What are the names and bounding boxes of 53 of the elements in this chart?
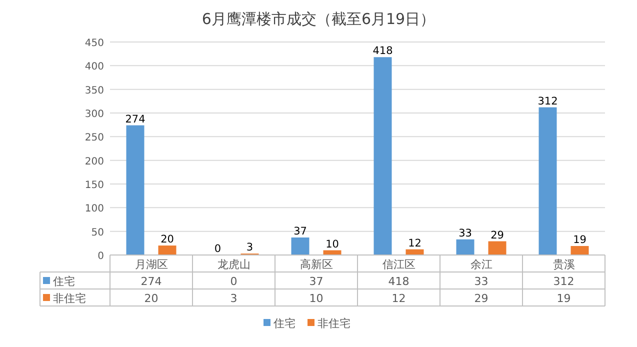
bar — [158, 246, 176, 255]
annotation: 12 — [408, 237, 422, 250]
data-label: 274 — [140, 275, 162, 288]
annotation: 37 — [294, 225, 307, 238]
data-label: 10 — [309, 292, 324, 305]
annotation: 418 — [372, 45, 393, 58]
bar — [456, 239, 474, 255]
data-label: 37 — [309, 275, 324, 288]
annotation: 19 — [573, 234, 586, 246]
data-label: 3 — [230, 292, 238, 305]
bar — [291, 237, 310, 255]
y-tick-label: 50 — [91, 227, 104, 238]
data-label: 33 — [474, 275, 488, 288]
x-tick-label: 月湖区 — [134, 258, 168, 271]
x-tick-label: 信江区 — [382, 258, 416, 271]
bar — [126, 125, 144, 255]
y-tick-label: 100 — [84, 204, 104, 215]
data-label: 12 — [392, 292, 406, 305]
bar — [538, 107, 557, 255]
x-tick-label: 贵溪 — [552, 258, 575, 271]
chart-title: 6月鹰潭楼市成交（截至6月19日） — [202, 10, 436, 28]
x-tick-label: 高新区 — [300, 258, 333, 271]
legend-label: 非住宅 — [318, 317, 350, 330]
bar — [488, 241, 506, 255]
data-label: 418 — [388, 275, 410, 288]
x-tick-label: 余江 — [470, 258, 492, 271]
annotation: 33 — [458, 227, 472, 240]
annotation: 10 — [326, 238, 339, 250]
y-tick-label: 450 — [84, 38, 104, 49]
data-label: 29 — [474, 292, 488, 305]
y-tick-label: 300 — [84, 109, 104, 120]
y-tick-label: 150 — [84, 180, 104, 191]
data-label: 0 — [230, 275, 238, 288]
bar — [374, 57, 392, 255]
text: 非住宅 — [53, 292, 86, 305]
y-tick-label: 350 — [84, 85, 104, 96]
data-label: 312 — [553, 275, 574, 288]
annotation: 20 — [160, 234, 174, 246]
y-tick-label: 0 — [98, 251, 104, 262]
legend-label: 住宅 — [53, 275, 75, 288]
data-label: 20 — [144, 292, 158, 305]
annotation: 3 — [246, 242, 254, 254]
y-tick-label: 400 — [84, 62, 104, 73]
bar — [570, 246, 589, 255]
annotation: 312 — [538, 95, 558, 108]
annotation: 29 — [490, 229, 504, 242]
y-tick-label: 200 — [84, 156, 104, 168]
y-tick-label: 250 — [84, 132, 104, 144]
annotation: 0 — [214, 243, 222, 255]
text: 住宅 — [274, 317, 296, 330]
annotation: 274 — [125, 113, 146, 126]
x-tick-label: 龙虎山 — [217, 258, 250, 271]
data-label: 19 — [556, 292, 571, 305]
